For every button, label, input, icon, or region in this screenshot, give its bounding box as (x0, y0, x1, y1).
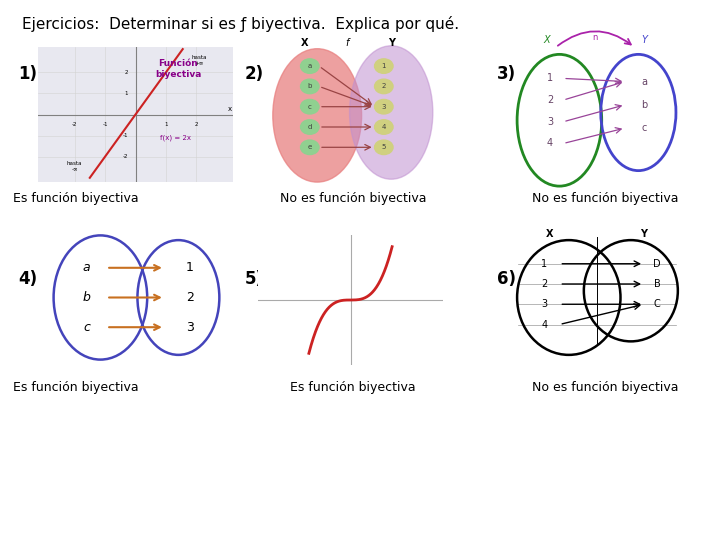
Text: f(x) = 2x: f(x) = 2x (160, 135, 191, 141)
Text: c: c (308, 104, 312, 110)
Text: -2: -2 (122, 154, 128, 159)
Circle shape (374, 99, 393, 114)
Circle shape (374, 140, 393, 154)
Text: No es función biyectiva: No es función biyectiva (531, 381, 678, 394)
Text: 1: 1 (382, 63, 386, 69)
Text: 2: 2 (382, 83, 386, 90)
Text: Ejercicios:  Determinar si es ƒ biyectiva.  Explica por qué.: Ejercicios: Determinar si es ƒ biyectiva… (22, 16, 459, 32)
Text: 3): 3) (497, 65, 516, 83)
Text: n: n (593, 32, 598, 42)
Text: hasta
-∞: hasta -∞ (67, 161, 82, 172)
Text: d: d (307, 124, 312, 130)
Text: Es función biyectiva: Es función biyectiva (13, 192, 138, 205)
Text: 2: 2 (186, 291, 194, 304)
Circle shape (300, 59, 319, 73)
Text: -2: -2 (72, 122, 77, 127)
Text: a: a (641, 77, 647, 86)
Text: c: c (642, 123, 647, 133)
Text: -1: -1 (102, 122, 108, 127)
Text: 1: 1 (186, 261, 194, 274)
Circle shape (374, 79, 393, 93)
Text: 4: 4 (541, 320, 547, 329)
Text: 6): 6) (497, 270, 516, 288)
Text: x: x (228, 106, 232, 112)
Text: a: a (83, 261, 91, 274)
Text: Y: Y (641, 35, 647, 45)
Text: 2): 2) (245, 65, 264, 83)
Text: Y: Y (387, 38, 395, 48)
Text: X: X (300, 38, 308, 48)
Text: a: a (307, 63, 312, 69)
Text: 4: 4 (382, 124, 386, 130)
Text: 1): 1) (18, 65, 37, 83)
Text: b: b (307, 83, 312, 90)
Text: 2: 2 (125, 70, 128, 75)
Text: 1: 1 (164, 122, 168, 127)
Text: hasta
+∞: hasta +∞ (192, 56, 207, 66)
Text: 4): 4) (18, 270, 37, 288)
Text: c: c (84, 321, 90, 334)
Text: -1: -1 (122, 133, 128, 138)
Text: Es función biyectiva: Es función biyectiva (13, 381, 138, 394)
Text: C: C (654, 299, 660, 309)
Circle shape (374, 120, 393, 134)
Text: 3: 3 (382, 104, 386, 110)
Text: No es función biyectiva: No es función biyectiva (279, 192, 426, 205)
Text: e: e (307, 144, 312, 150)
Text: No es función biyectiva: No es función biyectiva (531, 192, 678, 205)
Circle shape (374, 59, 393, 73)
Text: D: D (653, 259, 661, 269)
Text: 3: 3 (547, 117, 553, 127)
Text: Y: Y (641, 229, 647, 239)
Text: 1: 1 (547, 73, 553, 83)
Circle shape (300, 99, 319, 114)
Text: f: f (345, 38, 348, 48)
Text: 2: 2 (547, 95, 553, 105)
Circle shape (300, 79, 319, 93)
Text: Función
biyectiva: Función biyectiva (155, 59, 202, 78)
Text: 1: 1 (541, 259, 547, 269)
Ellipse shape (273, 49, 361, 182)
Text: 3: 3 (541, 299, 547, 309)
Text: 5: 5 (382, 144, 386, 150)
Text: X: X (546, 229, 554, 239)
Text: b: b (641, 100, 647, 110)
Text: Es función biyectiva: Es función biyectiva (290, 381, 415, 394)
Text: 1: 1 (125, 91, 128, 96)
Text: 2: 2 (541, 279, 547, 289)
Ellipse shape (350, 46, 433, 179)
Text: 4: 4 (547, 138, 553, 149)
Circle shape (300, 140, 319, 154)
Text: 2: 2 (194, 122, 198, 127)
Circle shape (300, 120, 319, 134)
Text: 3: 3 (186, 321, 194, 334)
Text: X: X (543, 35, 549, 45)
Text: 5): 5) (245, 270, 264, 288)
Text: B: B (654, 279, 660, 289)
Text: b: b (83, 291, 91, 304)
